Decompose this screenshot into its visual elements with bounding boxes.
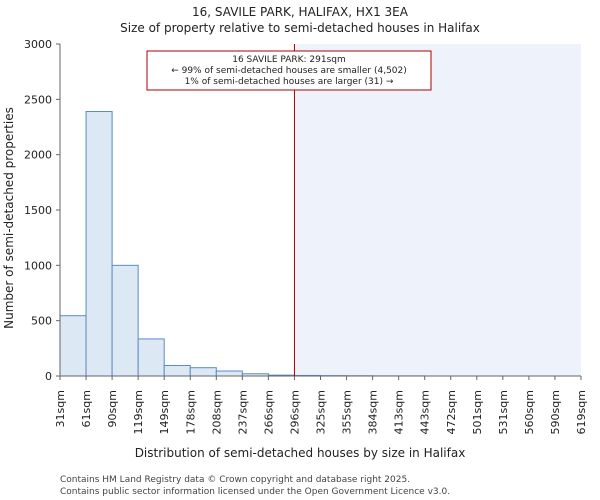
footer-line-1: Contains HM Land Registry data © Crown c… <box>60 475 410 485</box>
y-tick-label: 3000 <box>24 38 52 51</box>
x-tick-label: 472sqm <box>445 390 458 434</box>
x-tick-label: 590sqm <box>549 390 562 434</box>
histogram-bar-6 <box>215 370 243 377</box>
histogram-bar-5 <box>189 367 217 377</box>
x-tick-label: 443sqm <box>419 390 432 434</box>
histogram-bar-1 <box>85 111 113 377</box>
x-tick-label: 413sqm <box>393 390 406 434</box>
x-tick-label: 208sqm <box>210 390 223 434</box>
x-tick-label: 61sqm <box>80 390 93 427</box>
annotation-title: 16 SAVILE PARK: 291sqm <box>232 55 346 65</box>
chart-title: 16, SAVILE PARK, HALIFAX, HX1 3EA <box>192 5 409 19</box>
y-tick-label: 1000 <box>24 259 52 272</box>
x-tick-label: 178sqm <box>184 390 197 434</box>
y-tick-label: 500 <box>31 315 52 328</box>
annotation-smaller: ← 99% of semi-detached houses are smalle… <box>171 66 407 76</box>
x-tick-label: 325sqm <box>315 390 328 434</box>
chart-subtitle: Size of property relative to semi-detach… <box>120 21 480 35</box>
y-axis-label: Number of semi-detached properties <box>2 107 16 329</box>
x-tick-label: 31sqm <box>54 390 67 427</box>
y-tick-label: 0 <box>45 370 52 383</box>
x-tick-label: 355sqm <box>341 390 354 434</box>
plot-area: 0 500 1000 1500 2000 2500 3000 31sqm 61sqm 90sqm 1… <box>24 38 588 434</box>
annotation-larger: 1% of semi-detached houses are larger (3… <box>185 77 394 87</box>
y-tick-label: 1500 <box>24 204 52 217</box>
x-tick-label: 531sqm <box>497 390 510 434</box>
footer-line-2: Contains public sector information licen… <box>60 487 450 497</box>
histogram-bar-0 <box>59 315 87 377</box>
x-tick-label: 296sqm <box>288 390 301 434</box>
x-axis-label: Distribution of semi-detached houses by … <box>135 446 466 460</box>
x-tick-label: 149sqm <box>158 390 171 434</box>
y-tick-label: 2000 <box>24 149 52 162</box>
larger-region-shade <box>294 44 581 376</box>
histogram-bar-2 <box>111 264 139 377</box>
annotation-box <box>146 50 432 91</box>
x-tick-label: 501sqm <box>471 390 484 434</box>
x-tick-label: 619sqm <box>575 390 588 434</box>
y-tick-label: 2500 <box>24 93 52 106</box>
x-tick-label: 237sqm <box>236 390 249 434</box>
histogram-bar-4 <box>163 364 191 377</box>
x-tick-label: 266sqm <box>262 390 275 434</box>
x-tick-label: 560sqm <box>523 390 536 434</box>
histogram-bar-3 <box>137 338 165 377</box>
x-tick-label: 119sqm <box>132 390 145 434</box>
x-tick-label: 90sqm <box>106 390 119 427</box>
x-tick-label: 384sqm <box>367 390 380 434</box>
